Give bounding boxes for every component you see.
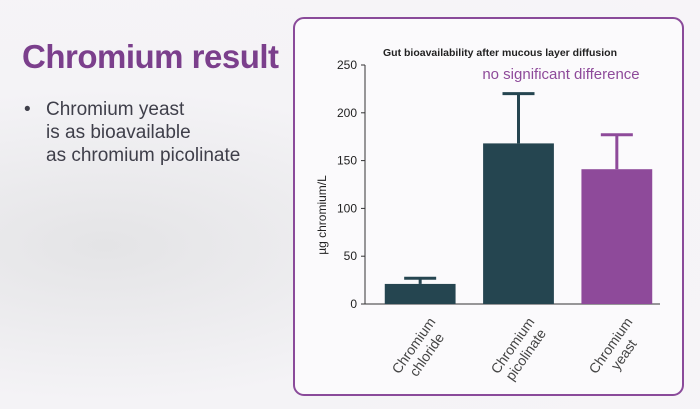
y-tick-label: 50: [344, 249, 358, 263]
bullet-dot: •: [24, 99, 31, 120]
annotation: no significant difference: [482, 66, 639, 83]
y-tick-label: 0: [350, 297, 357, 311]
bar: [581, 169, 653, 304]
bar: [483, 143, 554, 304]
y-tick-label: 150: [337, 154, 357, 168]
error-bar: [600, 133, 633, 170]
chart-title: Gut bioavailability after mucous layer d…: [383, 47, 617, 59]
y-tick-label: 200: [337, 106, 357, 120]
bullet-line: is as bioavailable: [46, 122, 191, 143]
error-bar: [502, 92, 535, 144]
bar: [384, 283, 456, 304]
slide-title: Chromium result: [22, 38, 279, 75]
bullet-line: as chromium picolinate: [46, 145, 241, 166]
y-tick-label: 100: [337, 201, 357, 215]
bullet-line: Chromium yeast: [46, 99, 185, 120]
y-tick-label: 250: [337, 58, 357, 72]
error-bar: [404, 276, 437, 284]
bullet: • Chromium yeast is as bioavailable as c…: [24, 98, 240, 167]
y-axis-label: µg chromium/L: [315, 175, 329, 255]
